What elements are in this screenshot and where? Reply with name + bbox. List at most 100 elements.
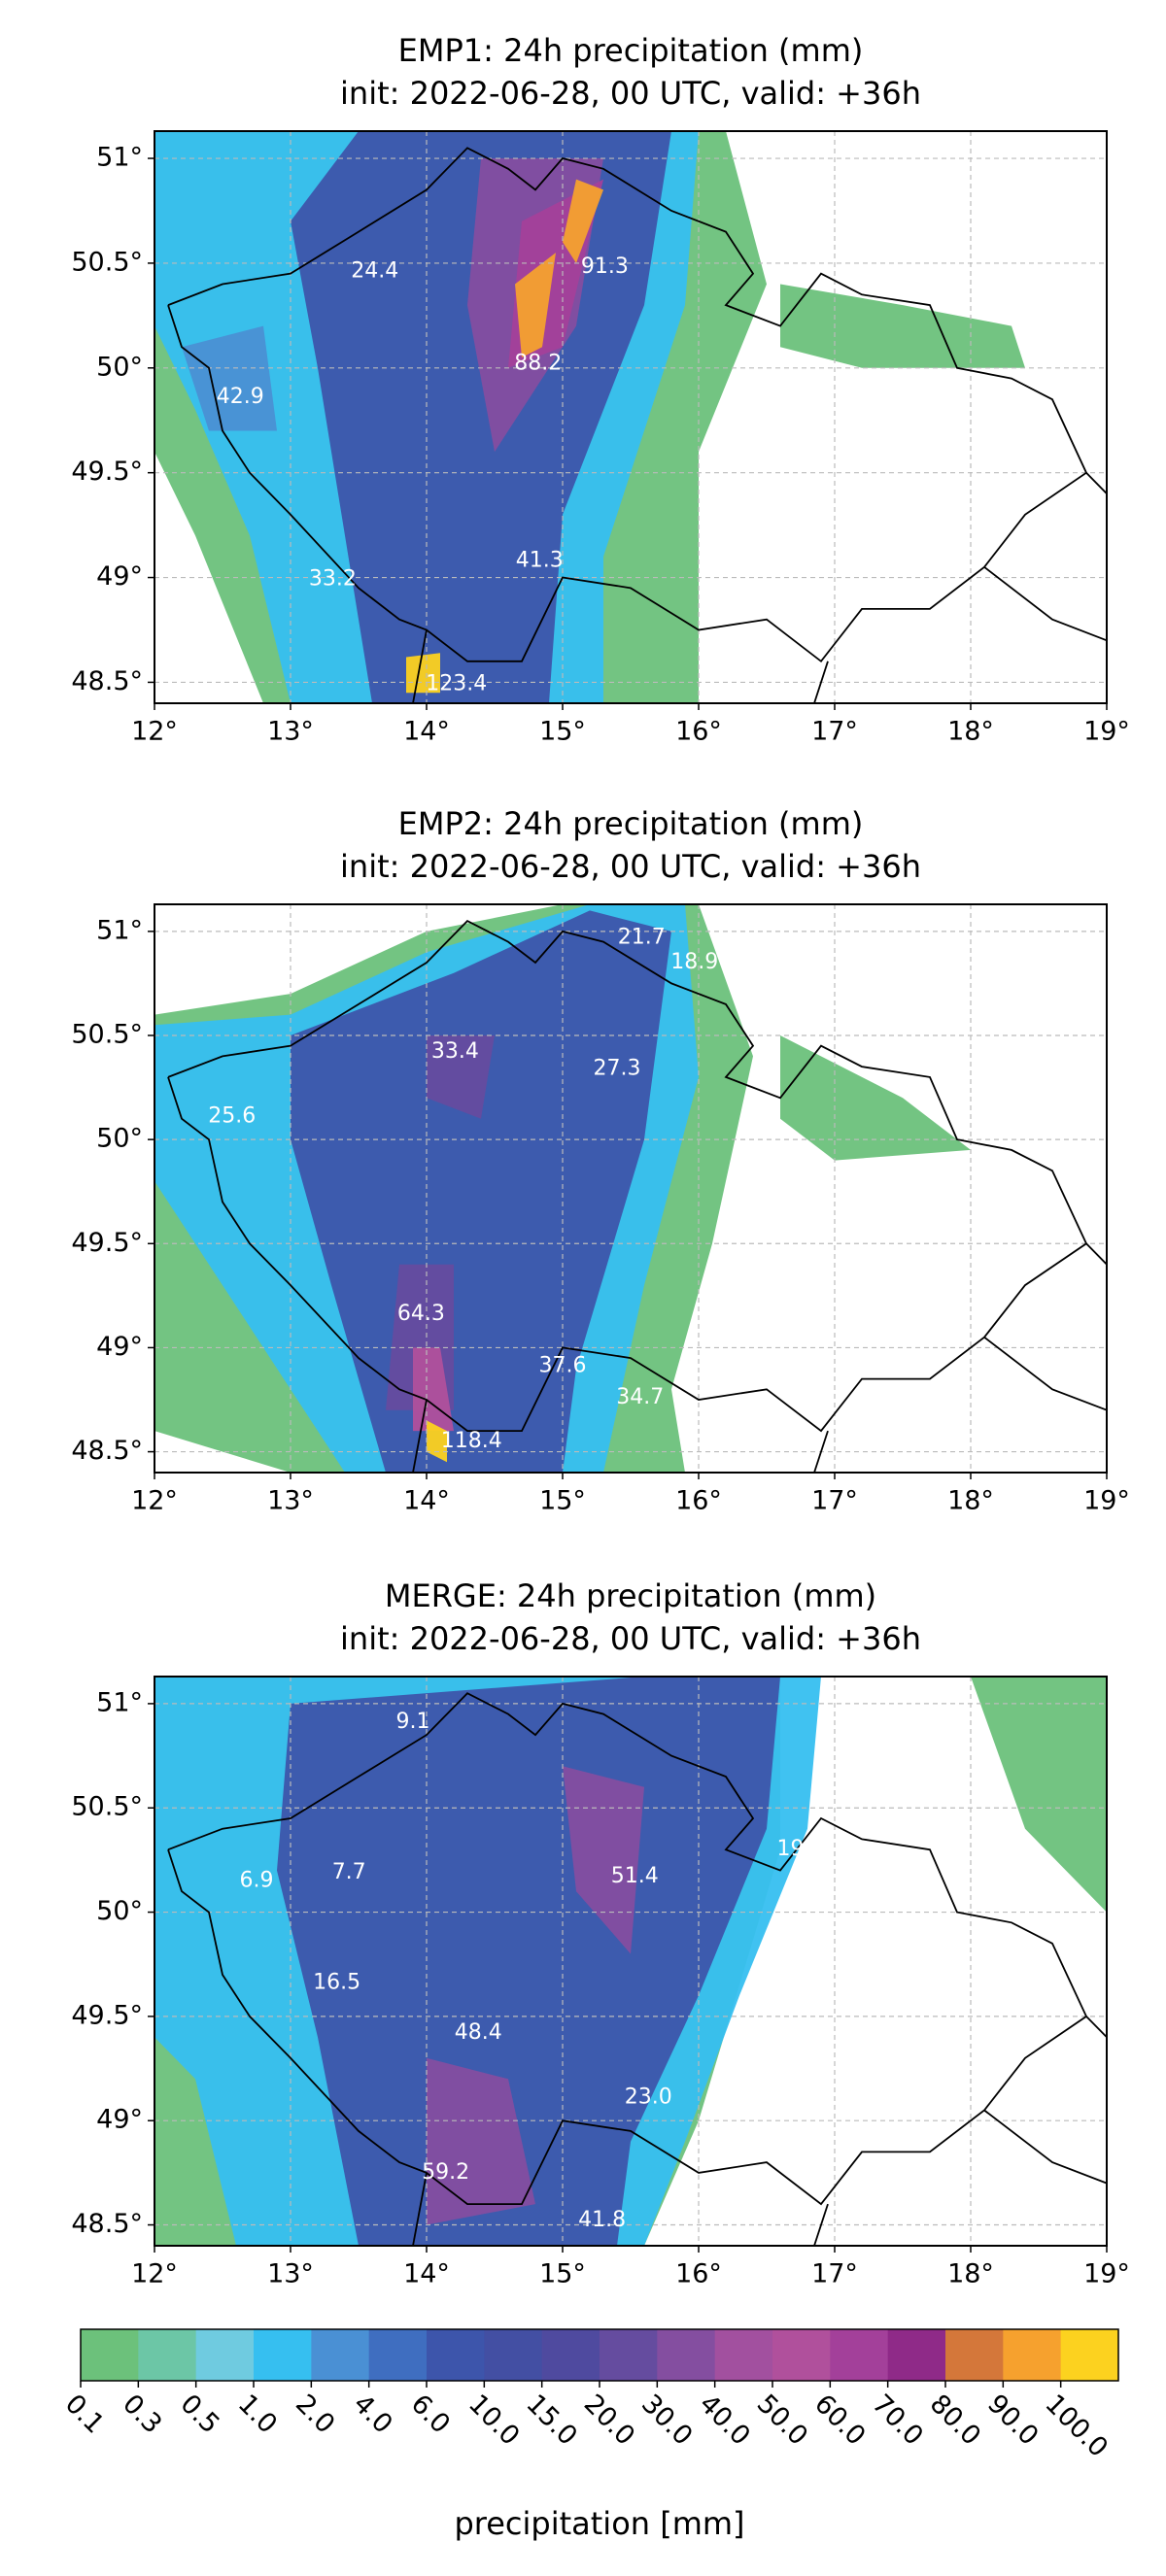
colorbar-frame <box>80 2328 1119 2382</box>
country-border <box>167 147 1088 663</box>
precip-area <box>427 2057 535 2225</box>
value-label: 64.3 <box>397 1302 445 1326</box>
colorbar-bin <box>195 2329 255 2381</box>
precip-area <box>427 1035 495 1119</box>
chart-title: EMP2: 24h precipitation (mm) <box>398 805 864 842</box>
x-tick-label: 15° <box>539 717 586 747</box>
x-tick-label: 18° <box>947 717 994 747</box>
map-field: 9.1 19 19.2 6.9 7.7 51.4 16.5 48.4 23.0 59.2 41.8 <box>154 1677 1107 2246</box>
x-tick-label: 14° <box>403 717 450 747</box>
map-field: 24.4 91.3 88.2 42.9 33.2 41.3 123.4 <box>154 131 1107 703</box>
x-tick-label: 19° <box>1083 2259 1130 2289</box>
country-border <box>167 1692 1088 2206</box>
value-label: 37.6 <box>539 1354 587 1378</box>
x-tick-label: 19° <box>1083 717 1130 747</box>
value-label: 6.9 <box>240 1868 274 1892</box>
x-tick-label: 17° <box>811 2259 858 2289</box>
x-tick-label: 14° <box>403 1486 450 1516</box>
colorbar-tick-label: 0.1 <box>59 2389 110 2439</box>
colorbar-tick-label: 6.0 <box>405 2389 456 2439</box>
colorbar-bin <box>1060 2329 1119 2381</box>
x-tick-label: 12° <box>131 2259 178 2289</box>
x-tick-label: 19° <box>1083 1486 1130 1516</box>
x-tick-label: 17° <box>811 717 858 747</box>
colorbar-tick-label: 1.0 <box>232 2389 283 2439</box>
x-tick-label: 13° <box>267 717 314 747</box>
precip-area <box>780 284 1025 368</box>
x-tick-label: 12° <box>131 717 178 747</box>
y-tick-label: 51° <box>96 1687 143 1717</box>
value-label: 7.7 <box>332 1860 366 1884</box>
y-tick-label: 48.5° <box>71 1436 143 1466</box>
x-tick-label: 14° <box>403 2259 450 2289</box>
value-label: 51.4 <box>611 1864 659 1888</box>
chart-subtitle: init: 2022-06-28, 00 UTC, valid: +36h <box>340 75 921 112</box>
chart-subtitle: init: 2022-06-28, 00 UTC, valid: +36h <box>340 848 921 885</box>
y-tick-label: 49° <box>96 2105 143 2135</box>
x-tick-label: 16° <box>675 717 722 747</box>
colorbar-tick-label: 90.0 <box>981 2389 1044 2451</box>
x-tick-label: 17° <box>811 1486 858 1516</box>
colorbar-bin <box>657 2329 716 2381</box>
country-border <box>813 2203 829 2246</box>
colorbar-bin <box>138 2329 197 2381</box>
x-tick-label: 12° <box>131 1486 178 1516</box>
axes-frame <box>154 130 1108 704</box>
value-label: 91.3 <box>581 254 629 279</box>
y-tick-label: 51° <box>96 143 143 173</box>
axes-frame <box>154 1676 1108 2247</box>
colorbar-bin <box>81 2329 139 2381</box>
colorbar-bin <box>368 2329 428 2381</box>
map-field: 21.718.9 33.4 27.3 25.6 64.3 37.6 34.7 118.4 <box>154 904 1107 1473</box>
y-tick-label: 50.5° <box>71 1020 143 1050</box>
chart-title: MERGE: 24h precipitation (mm) <box>385 1577 876 1614</box>
chart-title: EMP1: 24h precipitation (mm) <box>398 32 864 69</box>
country-border <box>412 629 428 703</box>
x-tick-label: 13° <box>267 1486 314 1516</box>
country-border <box>167 919 1088 1433</box>
colorbar-tick-label: 40.0 <box>693 2389 755 2451</box>
precip-area <box>413 1347 454 1432</box>
country-border <box>1085 472 1107 494</box>
colorbar-tick-label: 10.0 <box>463 2389 525 2451</box>
precip-area <box>427 1420 447 1463</box>
x-tick-label: 15° <box>539 1486 586 1516</box>
x-tick-label: 13° <box>267 2259 314 2289</box>
colorbar-bin <box>772 2329 831 2381</box>
country-border <box>983 566 1107 642</box>
colorbar-tick-label: 30.0 <box>635 2389 698 2451</box>
y-tick-label: 49.5° <box>71 457 143 487</box>
value-label: 41.3 <box>516 548 564 572</box>
precip-area <box>563 179 603 263</box>
value-label: 16.5 <box>313 1971 360 1995</box>
colorbar-tick-label: 0.3 <box>117 2389 167 2439</box>
value-label: 48.4 <box>455 2020 502 2045</box>
country-border <box>813 1430 829 1473</box>
country-border <box>1085 2016 1107 2038</box>
value-label: 27.3 <box>594 1056 641 1080</box>
country-border <box>1085 1242 1107 1266</box>
y-tick-label: 49.5° <box>71 2000 143 2030</box>
precip-area <box>563 1766 644 1954</box>
country-border <box>412 1399 428 1473</box>
y-tick-label: 49.5° <box>71 1228 143 1258</box>
colorbar-bin <box>1003 2329 1062 2381</box>
precip-area <box>291 910 671 1473</box>
value-label: 18.9 <box>670 950 718 974</box>
value-label: 42.9 <box>217 385 264 409</box>
chart-subtitle: init: 2022-06-28, 00 UTC, valid: +36h <box>340 1620 921 1657</box>
y-tick-label: 50° <box>96 1896 143 1926</box>
colorbar-tick-label: 4.0 <box>347 2389 397 2439</box>
colorbar-bin <box>600 2329 658 2381</box>
country-border <box>983 1336 1107 1411</box>
colorbar-bin <box>830 2329 889 2381</box>
precip-area <box>277 1677 780 2246</box>
value-label: 25.6 <box>208 1104 256 1129</box>
value-label: 33.4 <box>431 1039 479 1064</box>
colorbar-tick-label: 100.0 <box>1039 2389 1114 2463</box>
precip-area <box>515 253 556 357</box>
colorbar-tick-label: 80.0 <box>924 2389 986 2451</box>
colorbar-tick-label: 0.5 <box>174 2389 224 2439</box>
x-tick-label: 15° <box>539 2259 586 2289</box>
